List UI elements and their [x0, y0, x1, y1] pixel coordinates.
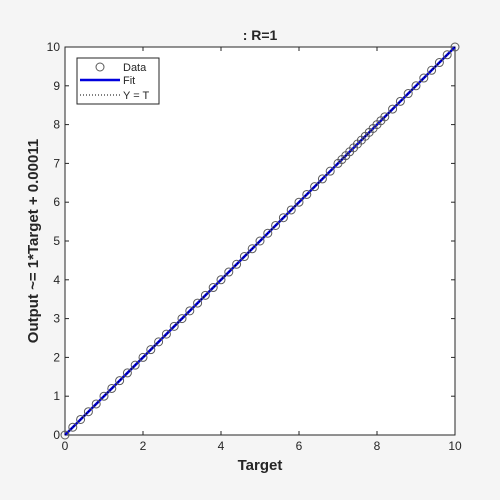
data-point: [130, 360, 140, 370]
data-point: [83, 407, 93, 417]
y-tick-label: 1: [53, 389, 60, 403]
y-tick-label: 8: [53, 118, 60, 132]
chart-title: : R=1: [243, 27, 278, 43]
data-point: [232, 259, 242, 269]
legend-data-marker-icon: [95, 62, 105, 72]
data-point: [427, 65, 437, 75]
y-axis-label: Output ~= 1*Target + 0.00011: [25, 139, 42, 343]
data-point: [411, 81, 421, 91]
data-point: [76, 414, 86, 424]
data-point: [434, 58, 444, 68]
data-point: [263, 228, 273, 238]
y-tick-label: 5: [53, 234, 60, 248]
x-tick-labels: 0 2 4 6 8 10: [62, 439, 462, 453]
data-point: [154, 337, 164, 347]
data-point: [115, 376, 125, 386]
data-point: [216, 275, 226, 285]
data-point: [99, 391, 109, 401]
data-point: [317, 174, 327, 184]
data-point: [325, 166, 335, 176]
data-point: [138, 352, 148, 362]
data-point: [122, 368, 132, 378]
data-point: [200, 290, 210, 300]
x-tick-label: 4: [218, 439, 225, 453]
y-tick-label: 3: [53, 312, 60, 326]
y-tick-label: 10: [47, 40, 61, 54]
data-point: [395, 96, 405, 106]
fit-line: [64, 46, 456, 436]
legend-fit-label: Fit: [123, 75, 135, 87]
data-point: [271, 220, 281, 230]
data-point: [442, 50, 452, 60]
y-tick-label: 6: [53, 195, 60, 209]
data-point: [169, 321, 179, 331]
x-tick-label: 2: [140, 439, 147, 453]
data-point: [403, 89, 413, 99]
data-point: [68, 422, 78, 432]
data-point: [185, 306, 195, 316]
data-point: [224, 267, 234, 277]
data-point: [239, 252, 249, 262]
y-tick-label: 0: [53, 428, 60, 442]
legend-identity-label: Y = T: [123, 90, 149, 102]
legend-data-label: Data: [123, 62, 147, 74]
data-point: [208, 283, 218, 293]
data-markers: [60, 42, 460, 440]
data-point: [388, 104, 398, 114]
data-point: [107, 383, 117, 393]
y-tick-label: 9: [53, 79, 60, 93]
data-point: [380, 112, 390, 122]
data-point: [161, 329, 171, 339]
legend: Data Fit Y = T: [76, 57, 160, 105]
data-point: [419, 73, 429, 83]
data-point: [310, 182, 320, 192]
y-tick-label: 2: [53, 350, 60, 364]
data-point: [247, 244, 257, 254]
x-tick-label: 10: [448, 439, 462, 453]
x-tick-label: 8: [374, 439, 381, 453]
data-point: [60, 430, 70, 440]
data-point: [255, 236, 265, 246]
axis-ticks: [64, 46, 456, 436]
data-point: [286, 205, 296, 215]
data-point: [302, 189, 312, 199]
data-point: [146, 345, 156, 355]
y-tick-label: 4: [53, 273, 60, 287]
y-tick-labels: 0 1 2 3 4 5 6 7 8 9 10: [47, 40, 61, 442]
x-tick-label: 6: [296, 439, 303, 453]
x-tick-label: 0: [62, 439, 69, 453]
y-tick-label: 7: [53, 156, 60, 170]
data-point: [278, 213, 288, 223]
data-point: [450, 42, 460, 52]
plot-lines: [64, 46, 456, 436]
x-axis-label: Target: [238, 457, 283, 474]
data-point: [294, 197, 304, 207]
data-point: [193, 298, 203, 308]
data-point: [91, 399, 101, 409]
data-point: [177, 314, 187, 324]
